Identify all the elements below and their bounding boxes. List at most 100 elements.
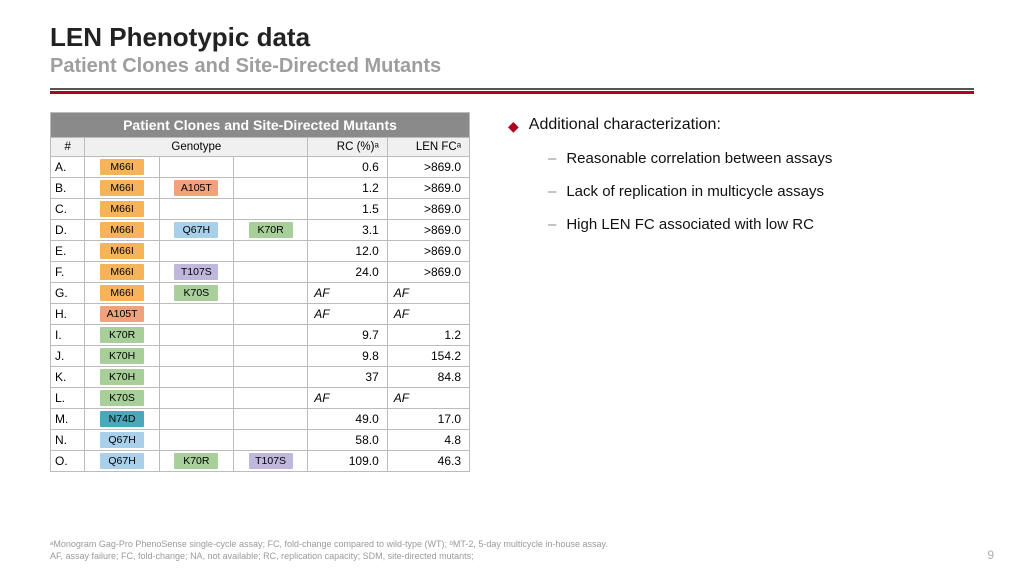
sub-bullet: –Lack of replication in multicycle assay… xyxy=(548,183,974,200)
rc-value: 49.0 xyxy=(308,409,388,430)
genotype-cell: Q67H xyxy=(85,451,159,472)
fc-value: >869.0 xyxy=(387,178,469,199)
row-label: F. xyxy=(51,262,85,283)
genotype-cell xyxy=(233,199,307,220)
genotype-cell: A105T xyxy=(85,304,159,325)
table-banner-text: Patient Clones and Site-Directed Mutants xyxy=(51,113,470,138)
fc-value: 46.3 xyxy=(387,451,469,472)
fc-value: AF xyxy=(387,283,469,304)
mutation-tag: K70R xyxy=(249,222,293,238)
genotype-cell: T107S xyxy=(233,451,307,472)
genotype-cell: M66I xyxy=(85,199,159,220)
table-row: G.M66IK70SAFAF xyxy=(51,283,470,304)
genotype-cell xyxy=(233,325,307,346)
sub-bullet-text: Reasonable correlation between assays xyxy=(566,150,832,167)
fc-value: AF xyxy=(387,304,469,325)
col-fc: LEN FCᵃ xyxy=(387,138,469,157)
rc-value: 9.7 xyxy=(308,325,388,346)
rc-value: AF xyxy=(308,283,388,304)
fc-value: 4.8 xyxy=(387,430,469,451)
fc-value: 84.8 xyxy=(387,367,469,388)
table-row: F.M66IT107S24.0>869.0 xyxy=(51,262,470,283)
table-row: H.A105TAFAF xyxy=(51,304,470,325)
mutation-tag: M66I xyxy=(100,180,144,196)
genotype-cell xyxy=(233,304,307,325)
rc-value: 58.0 xyxy=(308,430,388,451)
mutation-tag: A105T xyxy=(100,306,144,322)
mutation-tag: K70R xyxy=(174,453,218,469)
mutation-tag: M66I xyxy=(100,243,144,259)
slide: LEN Phenotypic data Patient Clones and S… xyxy=(0,0,1024,576)
table-row: D.M66IQ67HK70R3.1>869.0 xyxy=(51,220,470,241)
mutation-tag: M66I xyxy=(100,159,144,175)
col-rc: RC (%)ᵃ xyxy=(308,138,388,157)
row-label: A. xyxy=(51,157,85,178)
table-row: I.K70R 9.71.2 xyxy=(51,325,470,346)
genotype-cell xyxy=(233,346,307,367)
genotype-cell: A105T xyxy=(159,178,233,199)
table-row: B.M66IA105T1.2>869.0 xyxy=(51,178,470,199)
genotype-cell: M66I xyxy=(85,178,159,199)
genotype-cell xyxy=(233,430,307,451)
row-label: L. xyxy=(51,388,85,409)
genotype-cell xyxy=(233,178,307,199)
genotype-cell xyxy=(159,304,233,325)
genotype-cell xyxy=(159,346,233,367)
bullet-panel: ◆ Additional characterization: –Reasonab… xyxy=(508,112,974,472)
divider-rule xyxy=(50,88,974,94)
fc-value: >869.0 xyxy=(387,241,469,262)
table-header-row: # Genotype RC (%)ᵃ LEN FCᵃ xyxy=(51,138,470,157)
genotype-cell: M66I xyxy=(85,157,159,178)
genotype-cell xyxy=(159,241,233,262)
genotype-cell: K70H xyxy=(85,367,159,388)
mutation-tag: M66I xyxy=(100,222,144,238)
fc-value: 1.2 xyxy=(387,325,469,346)
page-number: 9 xyxy=(987,548,994,562)
row-label: C. xyxy=(51,199,85,220)
genotype-cell: Q67H xyxy=(159,220,233,241)
table-row: J.K70H9.8154.2 xyxy=(51,346,470,367)
rc-value: 0.6 xyxy=(308,157,388,178)
genotype-cell: Q67H xyxy=(85,430,159,451)
rc-value: 1.2 xyxy=(308,178,388,199)
mutation-tag: Q67H xyxy=(100,453,144,469)
genotype-cell: K70R xyxy=(233,220,307,241)
footnote: ᵃMonogram Gag-Pro PhenoSense single-cycl… xyxy=(50,538,974,562)
row-label: I. xyxy=(51,325,85,346)
genotype-cell xyxy=(159,157,233,178)
mutation-tag: K70H xyxy=(100,348,144,364)
slide-subtitle: Patient Clones and Site-Directed Mutants xyxy=(50,55,974,78)
row-label: J. xyxy=(51,346,85,367)
bullet-main: ◆ Additional characterization: xyxy=(508,116,974,136)
genotype-cell: K70R xyxy=(85,325,159,346)
table-row: A.M66I0.6>869.0 xyxy=(51,157,470,178)
table-row: E.M66I12.0>869.0 xyxy=(51,241,470,262)
genotype-cell: N74D xyxy=(85,409,159,430)
genotype-cell: K70R xyxy=(159,451,233,472)
sub-bullet: –High LEN FC associated with low RC xyxy=(548,216,974,233)
table-row: M.N74D49.017.0 xyxy=(51,409,470,430)
genotype-cell: M66I xyxy=(85,241,159,262)
table-row: C.M66I1.5>869.0 xyxy=(51,199,470,220)
dash-icon: – xyxy=(548,183,556,200)
rc-value: 37 xyxy=(308,367,388,388)
table-row: K.K70H3784.8 xyxy=(51,367,470,388)
genotype-cell xyxy=(159,409,233,430)
genotype-cell xyxy=(159,367,233,388)
genotype-cell: K70H xyxy=(85,346,159,367)
mutation-tag: N74D xyxy=(100,411,144,427)
sub-bullet-text: Lack of replication in multicycle assays xyxy=(566,183,824,200)
genotype-cell xyxy=(233,409,307,430)
row-label: M. xyxy=(51,409,85,430)
table-panel: Patient Clones and Site-Directed Mutants… xyxy=(50,112,470,472)
row-label: H. xyxy=(51,304,85,325)
mutation-tag: T107S xyxy=(249,453,293,469)
row-label: G. xyxy=(51,283,85,304)
genotype-cell xyxy=(159,325,233,346)
footnote-line-2: AF, assay failure; FC, fold-change; NA, … xyxy=(50,550,974,562)
genotype-cell: M66I xyxy=(85,220,159,241)
mutation-tag: K70H xyxy=(100,369,144,385)
col-num: # xyxy=(51,138,85,157)
slide-title: LEN Phenotypic data xyxy=(50,22,974,53)
mutation-tag: K70S xyxy=(100,390,144,406)
